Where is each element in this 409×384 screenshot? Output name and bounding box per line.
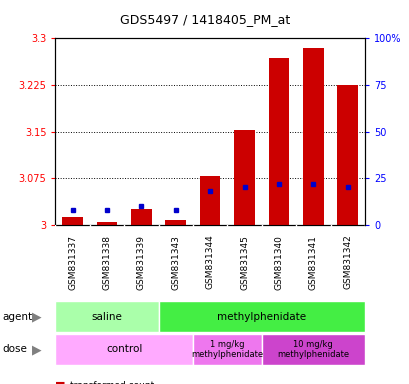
Text: GSM831341: GSM831341 <box>308 235 317 290</box>
Text: GSM831342: GSM831342 <box>342 235 351 290</box>
Bar <box>302 48 323 225</box>
Text: agent: agent <box>2 312 32 322</box>
Text: transformed count: transformed count <box>70 381 153 384</box>
Bar <box>234 130 254 225</box>
Bar <box>165 220 186 225</box>
Bar <box>62 217 83 225</box>
Text: methylphenidate: methylphenidate <box>217 312 306 322</box>
Text: control: control <box>106 344 142 354</box>
Text: saline: saline <box>91 312 122 322</box>
Text: GDS5497 / 1418405_PM_at: GDS5497 / 1418405_PM_at <box>119 13 290 26</box>
Text: GSM831344: GSM831344 <box>205 235 214 290</box>
Text: ■: ■ <box>55 381 66 384</box>
Text: dose: dose <box>2 344 27 354</box>
Bar <box>55 301 158 332</box>
Bar <box>131 209 151 225</box>
Bar <box>55 334 193 365</box>
Text: ▶: ▶ <box>32 310 42 323</box>
Text: GSM831339: GSM831339 <box>137 235 146 290</box>
Text: 1 mg/kg
methylphenidate: 1 mg/kg methylphenidate <box>191 340 263 359</box>
Text: GSM831345: GSM831345 <box>239 235 248 290</box>
Text: ▶: ▶ <box>32 343 42 356</box>
Text: GSM831338: GSM831338 <box>102 235 111 290</box>
Bar <box>268 58 288 225</box>
Text: GSM831337: GSM831337 <box>68 235 77 290</box>
Text: GSM831340: GSM831340 <box>274 235 283 290</box>
Bar <box>337 85 357 225</box>
Bar <box>97 222 117 225</box>
Bar <box>199 176 220 225</box>
Bar <box>193 334 261 365</box>
Bar <box>261 334 364 365</box>
Text: GSM831343: GSM831343 <box>171 235 180 290</box>
Bar <box>158 301 364 332</box>
Text: 10 mg/kg
methylphenidate: 10 mg/kg methylphenidate <box>276 340 348 359</box>
